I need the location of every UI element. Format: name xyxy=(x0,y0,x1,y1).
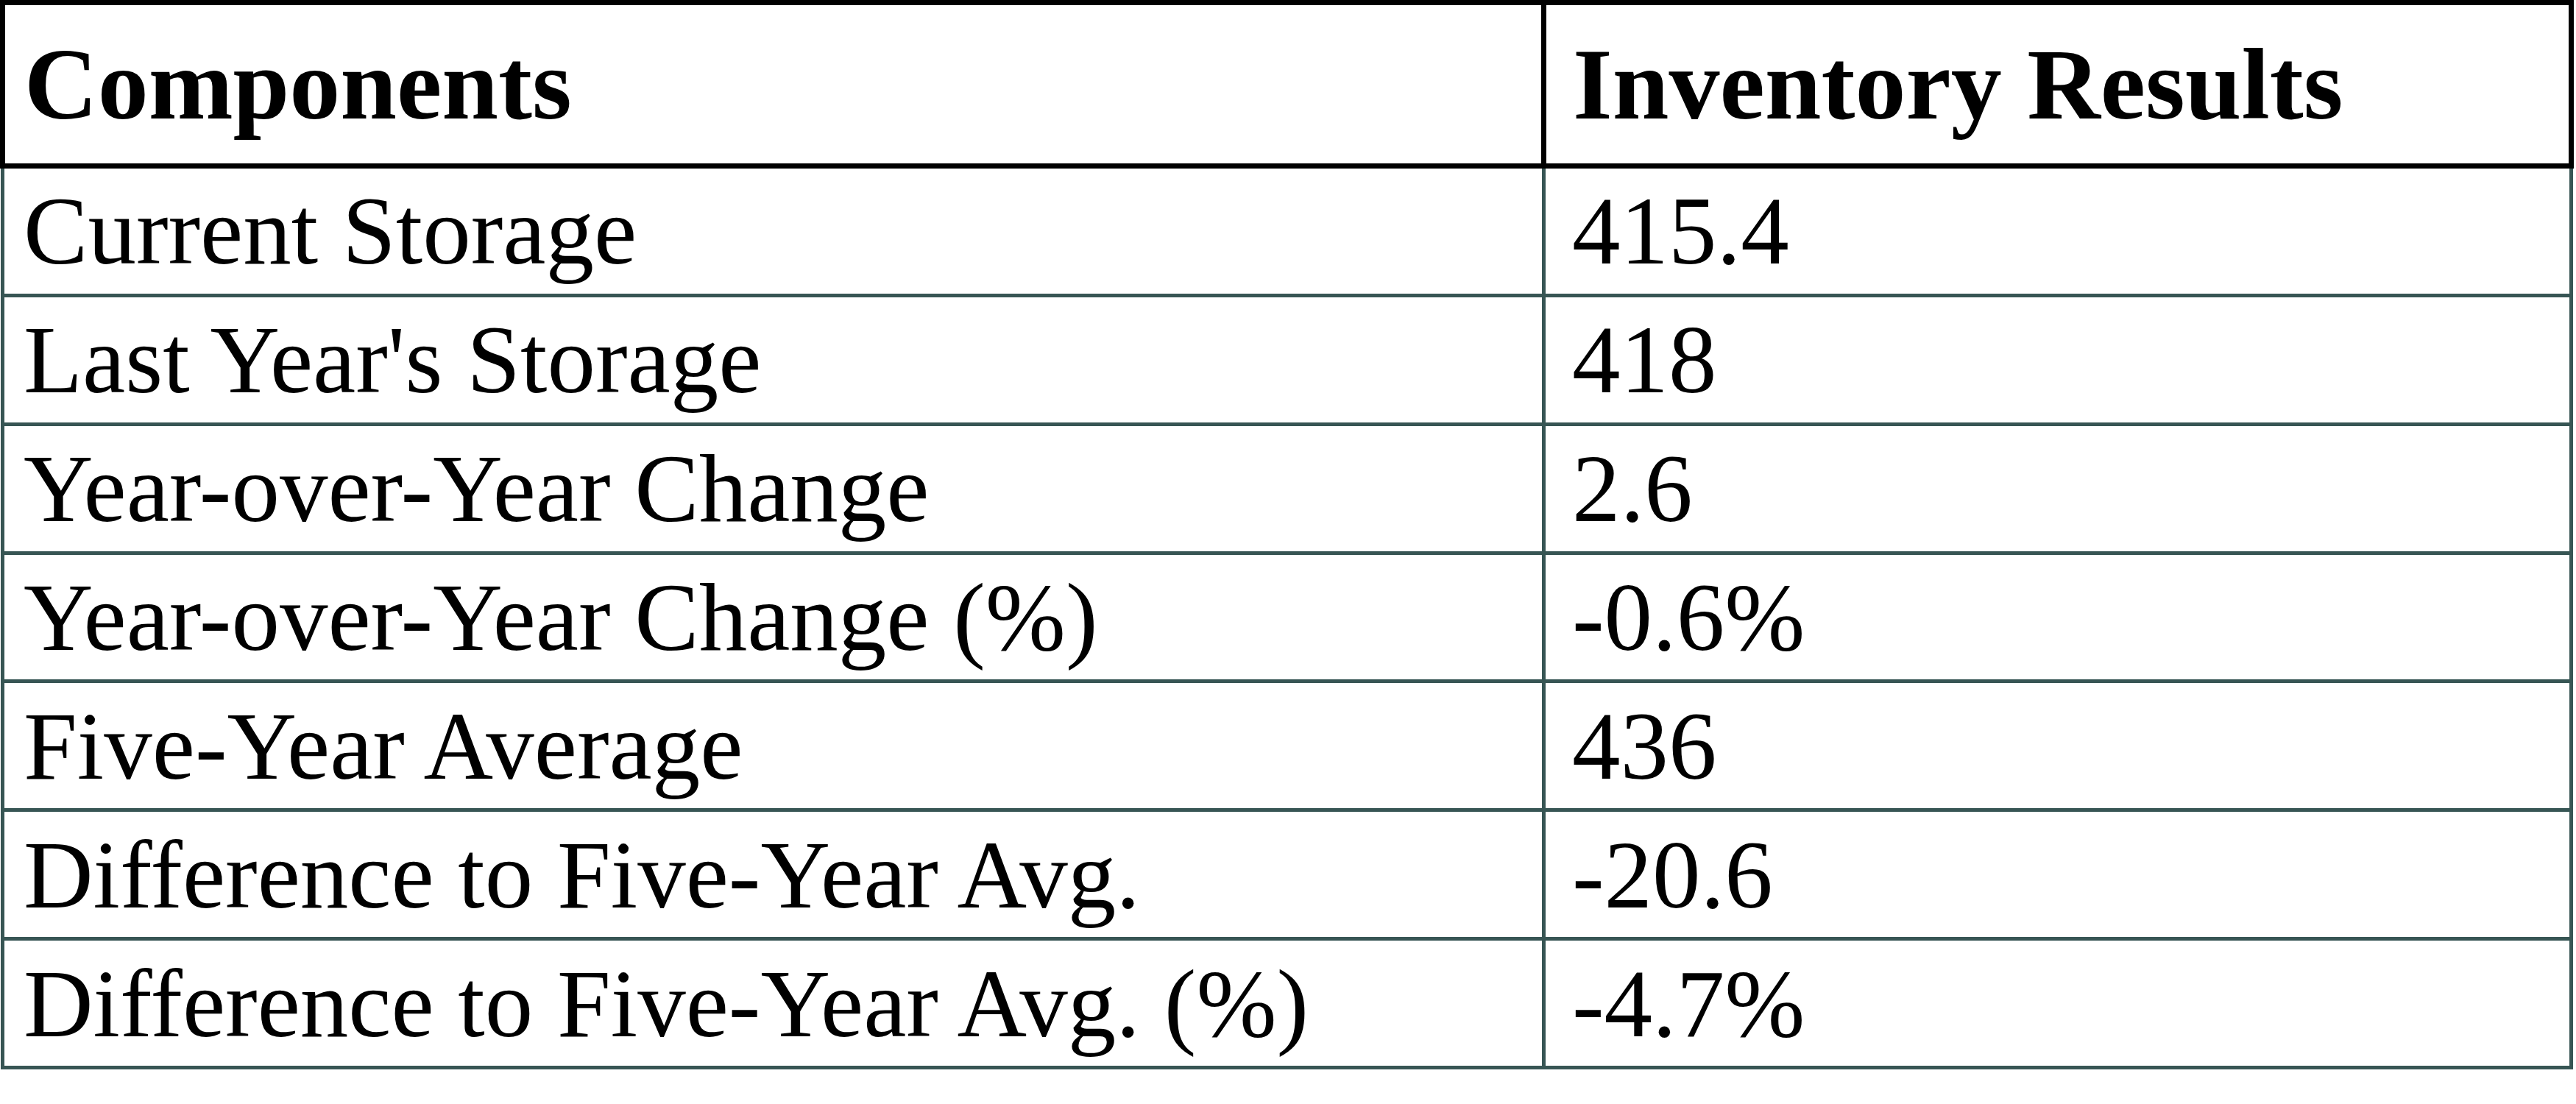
table-row: Year-over-Year Change (%) -0.6% xyxy=(3,553,2572,682)
table-row: Five-Year Average 436 xyxy=(3,682,2572,810)
row-label: Current Storage xyxy=(3,166,1544,296)
table-row: Last Year's Storage 418 xyxy=(3,295,2572,424)
table-row: Difference to Five-Year Avg. -20.6 xyxy=(3,810,2572,939)
header-row: Components Inventory Results xyxy=(3,3,2572,166)
row-value: 436 xyxy=(1544,682,2572,810)
row-label: Difference to Five-Year Avg. (%) xyxy=(3,939,1544,1068)
row-label: Year-over-Year Change xyxy=(3,424,1544,553)
header-cell-inventory-results: Inventory Results xyxy=(1544,3,2572,166)
row-value: -4.7% xyxy=(1544,939,2572,1068)
row-value: 2.6 xyxy=(1544,424,2572,553)
row-value: 418 xyxy=(1544,295,2572,424)
header-cell-components: Components xyxy=(3,3,1544,166)
row-label: Year-over-Year Change (%) xyxy=(3,553,1544,682)
inventory-table-wrapper: Components Inventory Results Current Sto… xyxy=(0,0,2574,1069)
row-label: Difference to Five-Year Avg. xyxy=(3,810,1544,939)
row-value: -0.6% xyxy=(1544,553,2572,682)
table-row: Year-over-Year Change 2.6 xyxy=(3,424,2572,553)
inventory-table: Components Inventory Results Current Sto… xyxy=(0,0,2574,1069)
table-row: Current Storage 415.4 xyxy=(3,166,2572,296)
row-value: 415.4 xyxy=(1544,166,2572,296)
table-row: Difference to Five-Year Avg. (%) -4.7% xyxy=(3,939,2572,1068)
row-value: -20.6 xyxy=(1544,810,2572,939)
row-label: Last Year's Storage xyxy=(3,295,1544,424)
row-label: Five-Year Average xyxy=(3,682,1544,810)
